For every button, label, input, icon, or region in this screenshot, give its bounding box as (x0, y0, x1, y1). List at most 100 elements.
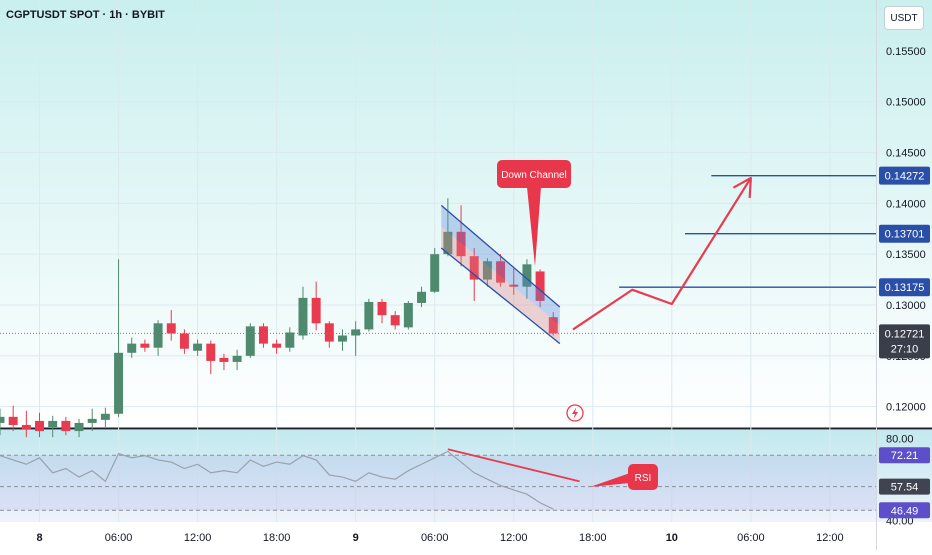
channel-upper-fill (441, 205, 560, 326)
candle-body (35, 420, 44, 432)
rsi-line (0, 450, 554, 510)
rsi-pane-background (0, 430, 932, 522)
candle-body (324, 323, 334, 342)
candle-body (258, 326, 268, 344)
candle-body (61, 420, 71, 432)
candle-body (509, 284, 519, 287)
down-channel-callout (497, 160, 571, 188)
price-tick-label: 0.15000 (886, 97, 926, 109)
candle-body (456, 231, 466, 257)
candle-body (74, 422, 84, 432)
rsi-divergence-line (447, 448, 580, 483)
axes-layer: 0.15500 0.15000 0.14500 0.14000 0.13500 0.130… (36, 46, 930, 544)
candle-body (338, 335, 347, 342)
candle-body (548, 317, 558, 334)
candle-body (87, 418, 97, 423)
level-price-label: 0.13175 (885, 282, 925, 294)
rsi-tick-label: 40.00 (886, 516, 914, 528)
candle-body (153, 323, 163, 348)
candle-body (285, 332, 295, 348)
down-channel-pointer (527, 187, 541, 267)
currency-unit-button[interactable]: USDT (884, 6, 924, 30)
down-channel-label: Down Channel (501, 170, 567, 181)
lightning-glyph (572, 407, 578, 419)
level-price-label: 0.13701 (885, 229, 925, 241)
candle-body (430, 254, 440, 292)
time-tick-label: 9 (353, 532, 359, 544)
candle-body (390, 315, 400, 326)
candle-body (482, 261, 492, 280)
time-tick-label: 12:00 (500, 532, 528, 544)
candle-body (179, 333, 189, 349)
rsi-band-tag (879, 478, 930, 495)
rsi-tick-label: 80.00 (886, 434, 914, 446)
countdown-label: 27:10 (891, 343, 919, 355)
candle-body (377, 301, 387, 316)
candle-body (21, 424, 31, 430)
price-pane-background (0, 0, 932, 427)
price-tick-label: 0.12000 (886, 402, 926, 414)
candle-body (522, 264, 532, 287)
level-price-tag (879, 278, 930, 297)
candle-body (232, 355, 242, 362)
rsi-band-fill (0, 455, 876, 511)
candle-body (469, 256, 479, 280)
projection-path (572, 177, 752, 331)
price-tick-label: 0.13500 (886, 249, 926, 261)
candle-body (166, 323, 176, 334)
level-price-label: 0.14272 (885, 171, 925, 183)
time-tick-label: 06:00 (421, 532, 449, 544)
price-tick-label: 0.14000 (886, 198, 926, 210)
candle-body (140, 343, 150, 348)
candle-body (100, 413, 110, 420)
candle-body (48, 420, 58, 427)
channel-upper-line (440, 204, 561, 308)
time-tick-label: 10 (666, 532, 678, 544)
time-tick-label: 18:00 (263, 532, 291, 544)
candle-body (311, 297, 321, 324)
time-tick-label: 12:00 (184, 532, 212, 544)
candle-body (206, 343, 216, 361)
rsi-band-label: 57.54 (891, 482, 919, 494)
rsi-callout-pointer (590, 473, 630, 487)
candle-body (8, 416, 18, 425)
level-price-tag (879, 166, 930, 185)
candle-body (417, 291, 427, 303)
candle-body (298, 297, 308, 336)
time-tick-label: 18:00 (579, 532, 607, 544)
price-tick-label: 0.15500 (886, 46, 926, 58)
channel-lower-line (440, 247, 561, 345)
candle-body (364, 301, 374, 330)
candle-body (0, 416, 5, 423)
candle-body (114, 352, 124, 414)
candle-body (351, 329, 361, 336)
rsi-band-tag (879, 502, 930, 519)
rsi-callout-label: RSI (635, 473, 652, 484)
level-price-tag (879, 224, 930, 243)
candle-body (535, 271, 545, 301)
projection-arrowhead (732, 176, 752, 198)
last-price-tag (879, 324, 930, 359)
symbol-title: CGPTUSDT SPOT · 1h · BYBIT (6, 9, 165, 21)
candle-body (443, 231, 453, 255)
time-tick-label: 12:00 (816, 532, 844, 544)
candle-body (245, 326, 255, 356)
candle-body (127, 343, 137, 353)
time-tick-label: 06:00 (737, 532, 765, 544)
rsi-band-label: 72.21 (891, 450, 919, 462)
candle-body (403, 302, 413, 328)
candle-body (193, 343, 203, 351)
channel-lower-fill (441, 226, 560, 344)
time-tick-label: 06:00 (105, 532, 133, 544)
time-tick-label: 8 (36, 532, 42, 544)
candle-body (272, 343, 282, 348)
rsi-band-label: 46.49 (891, 505, 919, 517)
rsi-callout (628, 464, 658, 490)
candle-body (219, 357, 229, 362)
price-tick-label: 0.14500 (886, 148, 926, 160)
rsi-pane: RSI (0, 448, 876, 511)
candle-body (496, 261, 506, 283)
price-tick-label: 0.13000 (886, 300, 926, 312)
